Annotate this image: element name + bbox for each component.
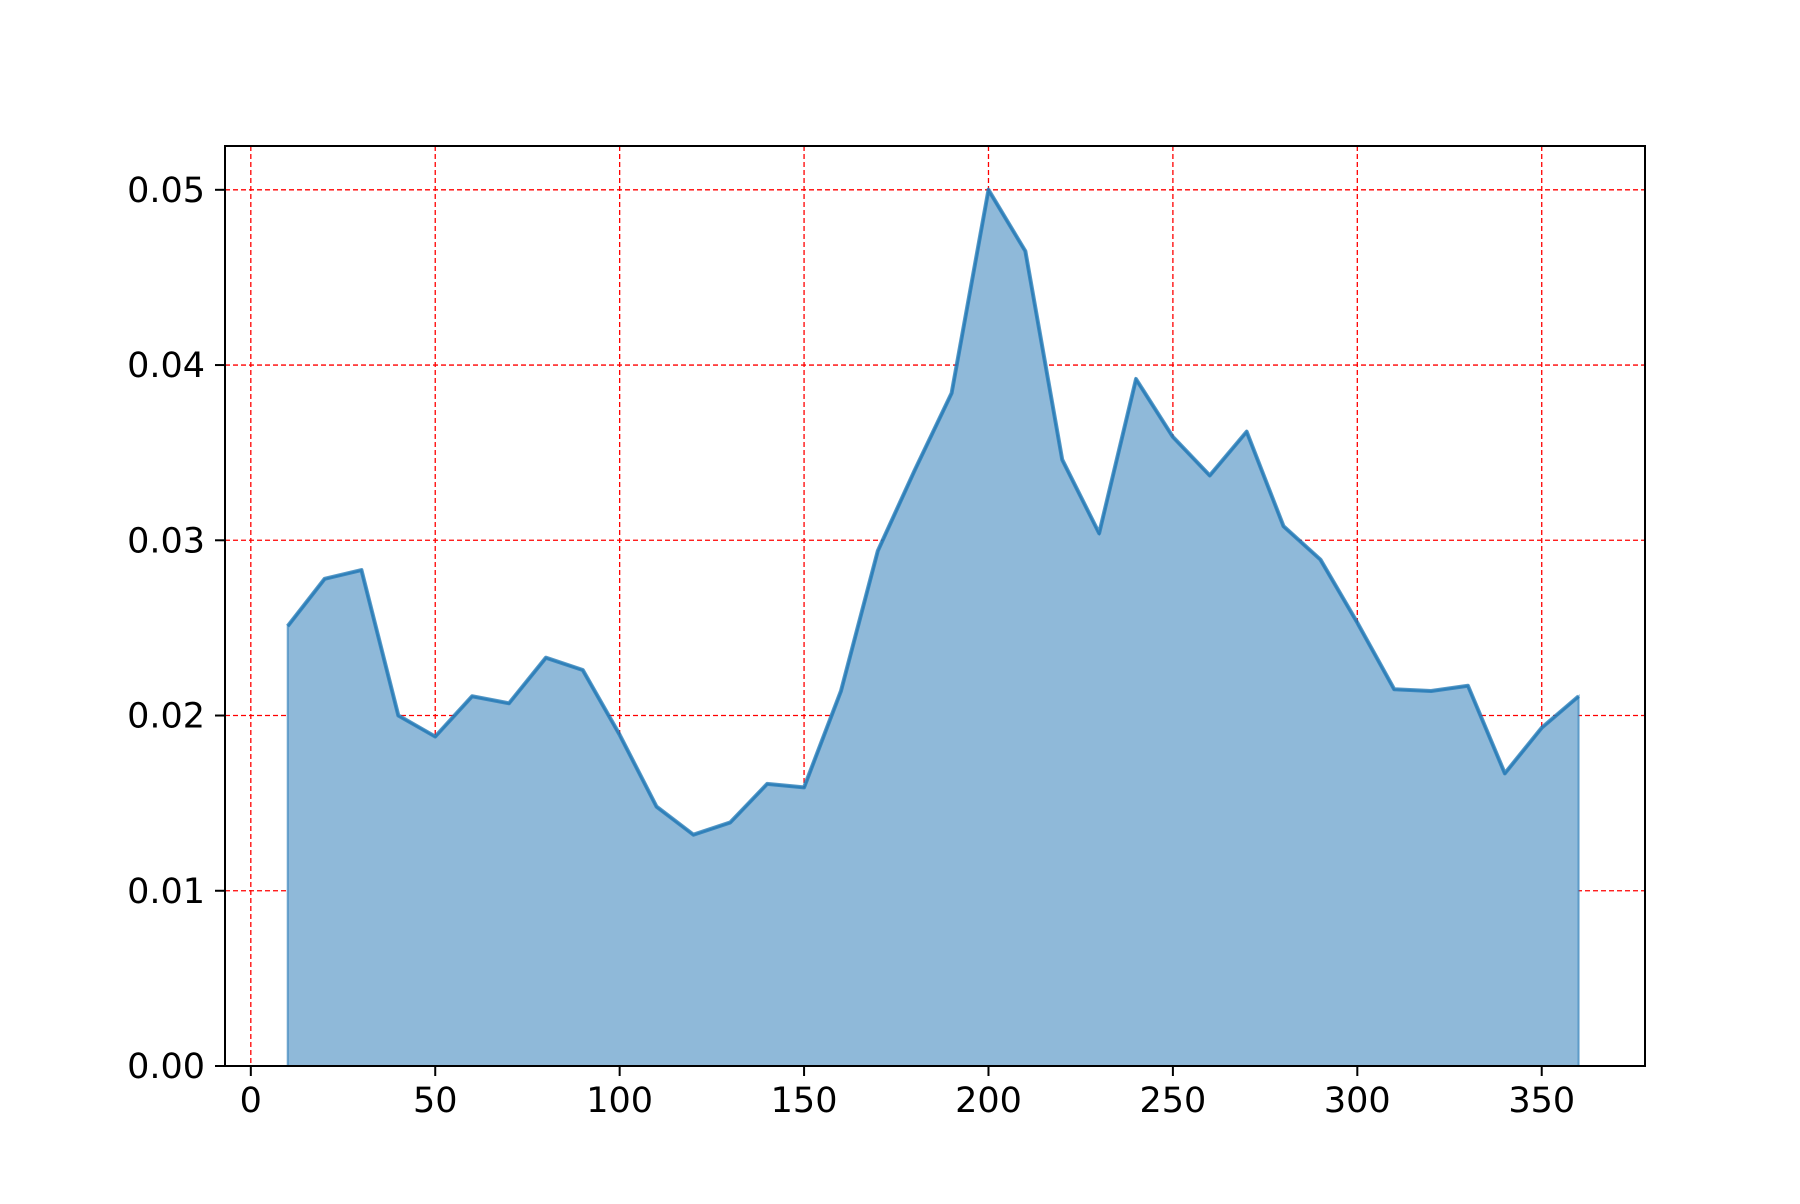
area-fill-0 (286, 187, 1580, 1067)
y-tick-label-4: 0.04 (127, 346, 205, 386)
y-tick-label-2: 0.02 (127, 697, 205, 737)
x-tick-label-2: 100 (586, 1081, 653, 1121)
x-tick-label-0: 0 (240, 1081, 262, 1121)
axes (215, 145, 1646, 1076)
tick-labels: 0 50 100 150 200 250 300 350 0.00 0.01 0.02 0.03 0.0… (127, 171, 1575, 1121)
y-tick-label-5: 0.05 (127, 171, 205, 211)
x-tick-label-1: 50 (413, 1081, 458, 1121)
x-tick-label-7: 350 (1508, 1081, 1575, 1121)
x-tick-label-4: 200 (955, 1081, 1022, 1121)
x-tick-label-6: 300 (1324, 1081, 1391, 1121)
area-series (286, 187, 1580, 1067)
series-line-0 (286, 187, 1580, 837)
y-tick-label-1: 0.01 (127, 872, 205, 912)
x-tick-label-3: 150 (771, 1081, 838, 1121)
y-tick-label-3: 0.03 (127, 521, 205, 561)
x-tick-label-5: 250 (1139, 1081, 1206, 1121)
plot-frame (224, 145, 1646, 1067)
y-tick-label-0: 0.00 (127, 1047, 205, 1087)
